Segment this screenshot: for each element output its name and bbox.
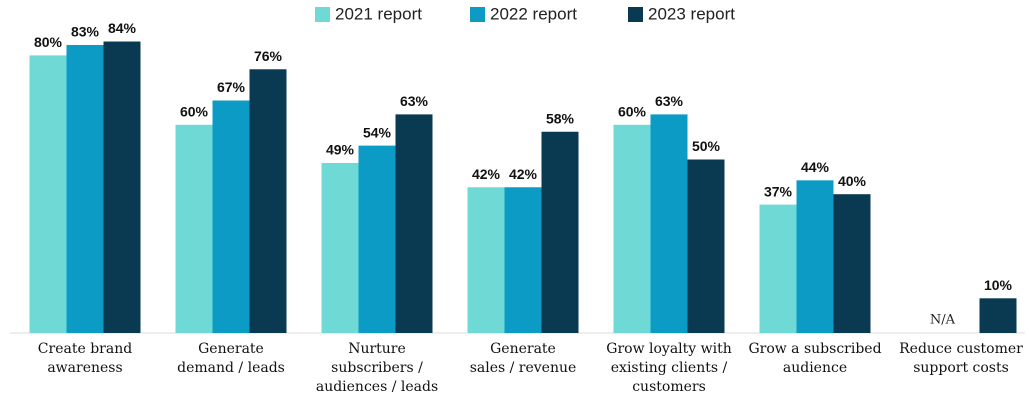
legend-swatch [315, 7, 330, 22]
value-label: 76% [254, 48, 283, 64]
legend-label: 2021 report [335, 4, 422, 23]
value-label: 63% [400, 93, 429, 109]
bar [175, 124, 213, 333]
bar [796, 180, 834, 333]
legend-swatch [628, 7, 643, 22]
value-label: 84% [108, 20, 137, 36]
category-label: Grow a subscribed audience [748, 341, 882, 376]
value-label: 83% [71, 24, 100, 40]
bar [467, 187, 505, 333]
bar [66, 44, 104, 334]
missing-label: N/A [930, 313, 956, 328]
bar [979, 298, 1017, 333]
bar [321, 162, 359, 333]
bar [541, 131, 579, 333]
bar [212, 100, 250, 333]
bar [687, 159, 725, 333]
value-label: 63% [655, 93, 684, 109]
bar [395, 114, 433, 333]
value-label: 49% [326, 142, 355, 158]
value-label: 37% [764, 183, 793, 199]
value-label: 42% [509, 166, 538, 182]
bar [103, 41, 141, 334]
category-label: Nurture subscribers / audiences / leads [315, 341, 439, 395]
value-label: 40% [838, 173, 867, 189]
value-label: 44% [801, 159, 830, 175]
bar [358, 145, 396, 333]
value-label: 60% [618, 104, 647, 120]
legend-label: 2023 report [648, 4, 735, 23]
category-label: Generate demand / leads [177, 341, 285, 376]
value-label: 10% [984, 277, 1013, 293]
bar [833, 194, 871, 333]
value-label: 54% [363, 124, 392, 140]
bar [613, 124, 651, 333]
category-label: Generate sales / revenue [469, 341, 577, 376]
value-label: 50% [692, 138, 721, 154]
legend-label: 2022 report [490, 4, 577, 23]
bar [29, 55, 67, 334]
value-label: 80% [34, 34, 63, 50]
legend-swatch [470, 7, 485, 22]
value-label: 42% [472, 166, 501, 182]
category-label: Grow loyalty with existing clients / cus… [606, 341, 732, 395]
value-label: 58% [546, 110, 575, 126]
category-label: Create brand awareness [37, 341, 133, 376]
value-label: 60% [180, 104, 209, 120]
bar [504, 187, 542, 333]
value-label: 67% [217, 79, 246, 95]
category-label: Reduce customer support costs [899, 341, 1023, 376]
bar [759, 204, 797, 333]
bar [249, 69, 287, 333]
bar [650, 114, 688, 333]
